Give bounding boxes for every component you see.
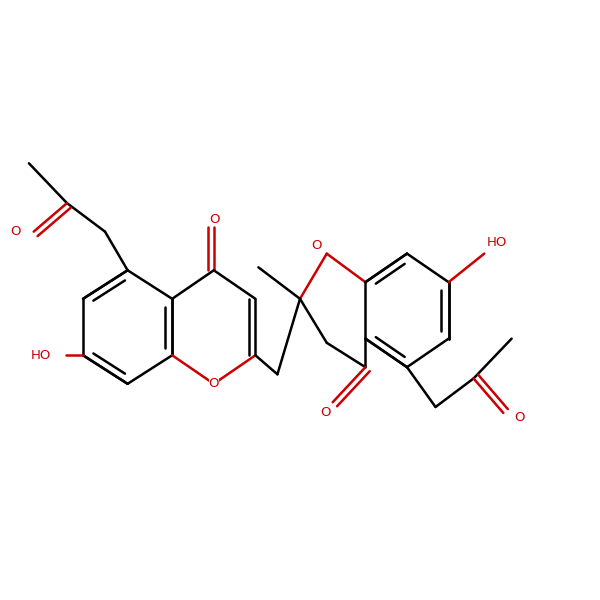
Text: O: O bbox=[320, 406, 331, 419]
Text: HO: HO bbox=[31, 349, 52, 362]
Text: O: O bbox=[514, 411, 524, 424]
Text: O: O bbox=[10, 225, 20, 238]
Text: HO: HO bbox=[487, 236, 508, 250]
Text: O: O bbox=[209, 377, 219, 391]
Text: O: O bbox=[210, 213, 220, 226]
Text: O: O bbox=[311, 239, 322, 253]
